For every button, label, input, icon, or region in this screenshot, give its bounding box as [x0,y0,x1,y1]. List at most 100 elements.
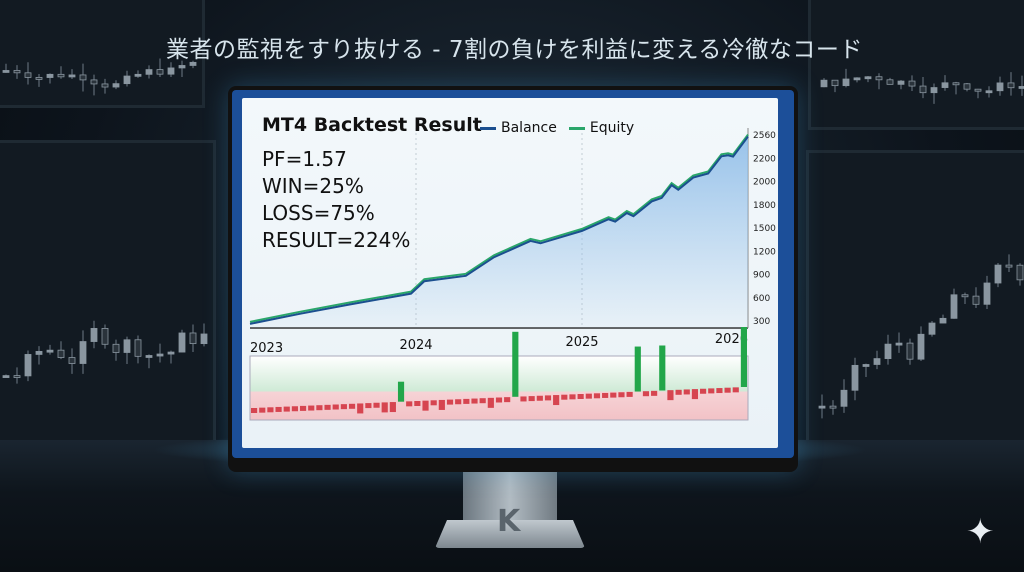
loss-bar [340,404,347,410]
loss-bar [732,387,739,393]
loss-bar [463,398,470,404]
loss-bar [700,388,707,394]
candle-body [908,80,916,87]
candle-body [840,389,848,407]
main-monitor: 2023 2024 2025 2026 300 600 900 1200 1500 1800 200… [228,86,798,472]
side-monitor-top-left [0,0,205,108]
legend-balance-label: Balance [501,120,557,136]
loss-bar [414,401,421,406]
candle-body [886,79,894,85]
candle-body [101,328,109,345]
candle-body [831,79,839,87]
candle-body [963,83,971,90]
loss-bar [520,396,527,402]
loss-bar [708,388,715,394]
candle-body [79,341,87,364]
candle-body [167,67,175,75]
loss-bar [651,390,658,396]
x-tick-label: 2024 [399,338,432,353]
loss-bar [275,406,282,412]
loss-bar [553,395,560,406]
candle-body [35,351,43,355]
sparkle-icon: ✦ [966,512,995,552]
stat-win: WIN=25% [262,174,364,198]
loss-bar [569,394,576,400]
loss-bar [373,402,380,408]
candle-body [985,90,993,94]
candle-body [1016,264,1024,281]
candle-body [974,88,982,92]
candle-body [123,339,131,353]
loss-bar [479,398,486,404]
loss-bar [446,399,454,405]
legend: Balance Equity [480,120,634,136]
candle-body [897,80,905,85]
candle-body [928,322,936,335]
candle-body [941,82,949,88]
loss-bar [618,392,625,398]
loss-bar [487,397,494,408]
candle-body [123,75,131,85]
loss-bar [504,397,511,403]
loss-bar [675,389,682,395]
loss-bar [683,389,690,395]
candle-body [884,343,892,359]
loss-bar [667,390,674,401]
candle-body [873,358,881,365]
side-monitor-left [0,140,216,480]
candle-body [1005,264,1013,268]
candlestick-chart [2,58,197,96]
candle-body [46,349,54,353]
equity-line [249,133,749,323]
loss-bar [365,403,372,409]
candle-body [200,333,208,345]
balance-line [249,135,749,325]
candle-body [24,72,32,78]
candle-body [983,282,991,305]
candle-body [145,69,153,75]
loss-bar [724,387,731,393]
candle-body [156,353,164,357]
loss-bar [561,394,568,400]
loss-bar [602,392,609,398]
stat-result: RESULT=224% [262,228,411,252]
x-tick-label: 2025 [565,335,598,350]
loss-bar [422,400,429,411]
candle-body [906,342,914,360]
candle-body [820,79,828,88]
candle-body [917,333,925,360]
loss-bar [577,394,584,399]
candle-body [112,343,120,353]
candle-body [46,73,54,78]
legend-balance: Balance [480,120,557,136]
legend-equity-label: Equity [589,120,635,136]
loss-bar [593,393,601,399]
y-tick-label: 2000 [753,178,776,188]
loss-bar [610,392,617,398]
profit-bar [634,346,641,392]
loss-bar [626,391,633,397]
candle-body [2,375,10,378]
candle-body [864,76,872,80]
candle-body [2,70,10,73]
y-tick-label: 900 [753,271,770,281]
candle-body [851,364,859,391]
y-tick-label: 600 [753,294,770,304]
candlestick-chart [818,254,1024,419]
loss-bar [291,406,298,412]
loss-bar [299,405,307,411]
loss-bar [544,395,552,401]
profit-bar [659,345,666,391]
monitor-logo: K [497,504,521,539]
chart-svg: 2023 2024 2025 2026 300 600 900 1200 1500 1800 200… [249,128,776,421]
candle-body [994,264,1002,284]
loss-bar [716,388,723,394]
loss-bar [528,396,535,402]
loss-bar [357,403,364,414]
candle-body [853,77,861,81]
candle-body [862,364,870,367]
x-tick-label: 2023 [250,341,283,356]
candle-body [112,83,120,88]
loss-bar [495,397,503,403]
candle-body [875,76,883,81]
